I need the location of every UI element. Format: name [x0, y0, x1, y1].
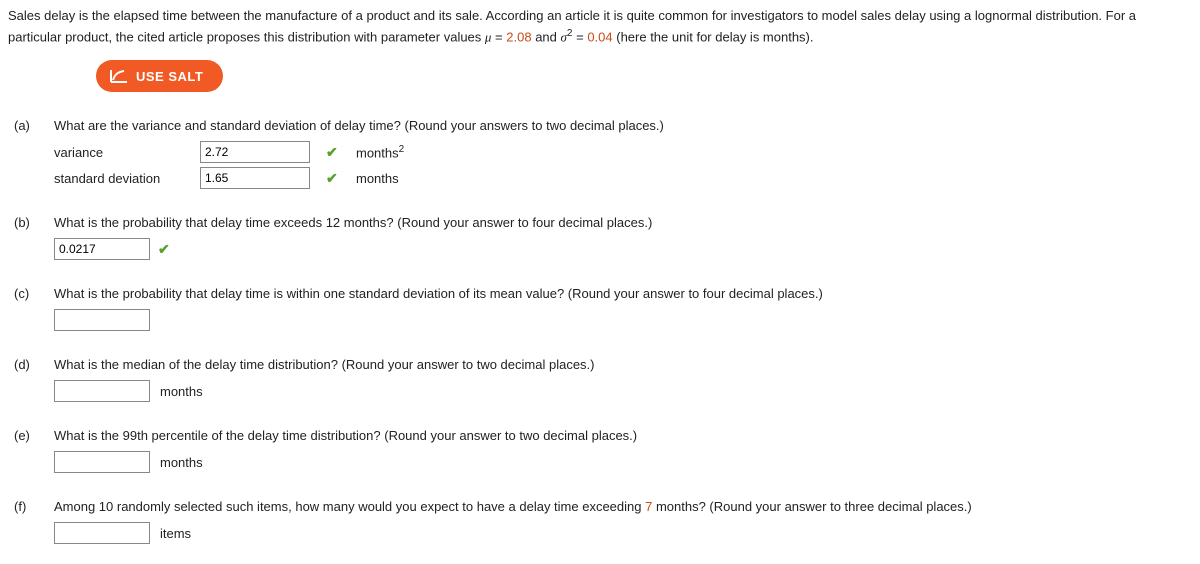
part-d-unit: months: [160, 384, 203, 399]
part-b-prompt: What is the probability that delay time …: [54, 215, 1192, 230]
part-e-label: (e): [8, 428, 54, 473]
eq1: =: [491, 29, 506, 44]
salt-icon: [110, 68, 128, 84]
use-salt-button[interactable]: USE SALT: [96, 60, 223, 92]
part-e-unit: months: [160, 455, 203, 470]
intro-part2: (here the unit for delay is months).: [613, 29, 814, 44]
mu-value: 2.08: [506, 29, 531, 44]
stddev-input[interactable]: [200, 167, 310, 189]
sigma-value: 0.04: [587, 29, 612, 44]
variance-label: variance: [54, 145, 194, 160]
part-b-input[interactable]: [54, 238, 150, 260]
part-f-unit: items: [160, 526, 191, 541]
part-e-input[interactable]: [54, 451, 150, 473]
part-d-input[interactable]: [54, 380, 150, 402]
variance-unit: months2: [356, 144, 1192, 160]
check-icon: ✔: [326, 170, 350, 187]
part-d-prompt: What is the median of the delay time dis…: [54, 357, 1192, 372]
intro-and: and: [532, 29, 561, 44]
part-c-prompt: What is the probability that delay time …: [54, 286, 1192, 301]
part-f-prompt: Among 10 randomly selected such items, h…: [54, 499, 1192, 514]
variance-input[interactable]: [200, 141, 310, 163]
part-c-label: (c): [8, 286, 54, 331]
part-b-label: (b): [8, 215, 54, 260]
check-icon: ✔: [158, 241, 170, 258]
intro-text: Sales delay is the elapsed time between …: [8, 6, 1192, 46]
part-d-label: (d): [8, 357, 54, 402]
stddev-unit: months: [356, 171, 1192, 186]
part-e-prompt: What is the 99th percentile of the delay…: [54, 428, 1192, 443]
part-f-input[interactable]: [54, 522, 150, 544]
use-salt-label: USE SALT: [136, 69, 203, 84]
part-a-prompt: What are the variance and standard devia…: [54, 118, 1192, 133]
part-c-input[interactable]: [54, 309, 150, 331]
stddev-label: standard deviation: [54, 171, 194, 186]
check-icon: ✔: [326, 144, 350, 161]
eq2: =: [572, 29, 587, 44]
part-a-label: (a): [8, 118, 54, 189]
